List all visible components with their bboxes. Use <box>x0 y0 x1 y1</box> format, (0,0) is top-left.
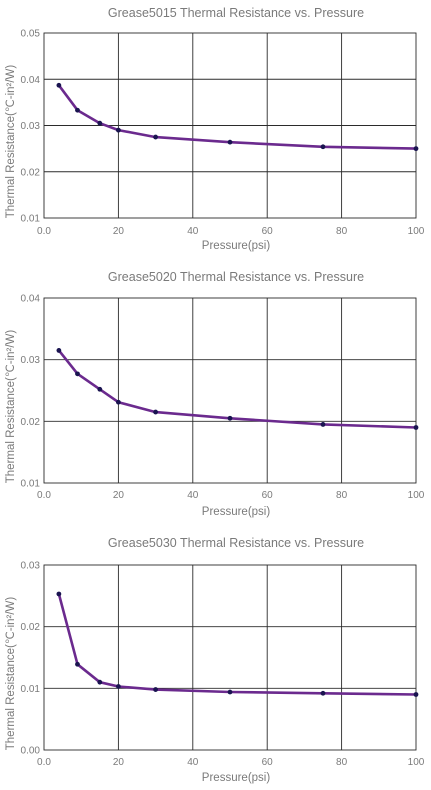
chart-3: Grease5030 Thermal Resistance vs. Pressu… <box>5 536 425 784</box>
x-tick-label: 20 <box>113 490 125 501</box>
x-tick-label: 100 <box>408 226 425 237</box>
data-point <box>413 146 419 152</box>
chart-title: Grease5015 Thermal Resistance vs. Pressu… <box>108 6 364 20</box>
data-point <box>75 371 80 377</box>
x-tick-label: 0.0 <box>37 490 51 501</box>
data-point <box>227 139 233 145</box>
y-tick-label: 0.01 <box>21 479 41 490</box>
x-tick-label: 60 <box>262 226 274 237</box>
chart-1: Grease5015 Thermal Resistance vs. Pressu… <box>5 6 425 252</box>
y-tick-label: 0.00 <box>21 746 41 757</box>
data-point <box>116 399 121 405</box>
y-tick-label: 0.02 <box>21 622 41 633</box>
data-point <box>97 120 103 126</box>
x-axis-label: Pressure(psi) <box>202 240 271 252</box>
data-point <box>227 415 233 421</box>
x-tick-label: 40 <box>187 757 199 768</box>
x-tick-label: 40 <box>187 490 199 501</box>
x-tick-label: 20 <box>113 757 125 768</box>
series-line <box>57 592 418 696</box>
y-tick-label: 0.04 <box>21 294 41 305</box>
chart-2: Grease5020 Thermal Resistance vs. Pressu… <box>5 270 425 518</box>
plot-frame <box>43 564 417 751</box>
data-point <box>153 134 159 140</box>
data-point <box>116 684 121 689</box>
x-tick-label: 60 <box>262 490 274 501</box>
x-tick-label: 80 <box>336 226 348 237</box>
x-tick-label: 0.0 <box>37 757 51 768</box>
series-line <box>57 349 418 429</box>
x-tick-label: 40 <box>187 226 199 237</box>
y-tick-label: 0.01 <box>21 684 41 695</box>
data-point <box>227 689 233 695</box>
x-axis-label: Pressure(psi) <box>202 506 271 518</box>
data-point <box>116 127 121 133</box>
data-point <box>75 107 80 113</box>
y-tick-label: 0.01 <box>21 214 41 225</box>
chart-title: Grease5030 Thermal Resistance vs. Pressu… <box>108 536 364 550</box>
y-axis-label: Thermal Resistance(℃-in²/W) <box>5 330 17 484</box>
series-line <box>57 84 418 150</box>
data-point <box>153 687 159 692</box>
x-tick-label: 80 <box>336 757 348 768</box>
x-axis-label: Pressure(psi) <box>202 772 271 784</box>
data-point <box>97 386 103 392</box>
data-point <box>413 692 419 697</box>
y-tick-label: 0.02 <box>21 417 41 428</box>
data-point <box>320 690 326 696</box>
data-point <box>320 144 326 150</box>
data-point <box>320 422 326 427</box>
plot-frame <box>43 297 417 484</box>
x-tick-label: 0.0 <box>37 226 51 237</box>
data-point <box>56 82 62 88</box>
x-tick-label: 20 <box>113 226 125 237</box>
y-tick-label: 0.05 <box>21 29 41 40</box>
y-tick-label: 0.03 <box>21 561 41 572</box>
x-tick-label: 100 <box>408 757 425 768</box>
plot-frame <box>43 32 417 219</box>
x-tick-label: 60 <box>262 757 274 768</box>
data-point <box>153 409 159 415</box>
y-tick-label: 0.04 <box>21 75 41 86</box>
y-tick-label: 0.03 <box>21 121 41 132</box>
data-point <box>56 348 62 353</box>
data-point <box>413 425 419 430</box>
y-axis-label: Thermal Resistance(℃-in²/W) <box>5 65 17 219</box>
y-tick-label: 0.02 <box>21 167 41 178</box>
x-tick-label: 80 <box>336 490 348 501</box>
data-point <box>97 679 103 685</box>
y-tick-label: 0.03 <box>21 355 41 366</box>
chart-title: Grease5020 Thermal Resistance vs. Pressu… <box>108 270 364 284</box>
y-axis-label: Thermal Resistance(℃-in²/W) <box>5 597 17 751</box>
data-point <box>75 661 80 667</box>
data-point <box>56 591 62 597</box>
x-tick-label: 100 <box>408 490 425 501</box>
